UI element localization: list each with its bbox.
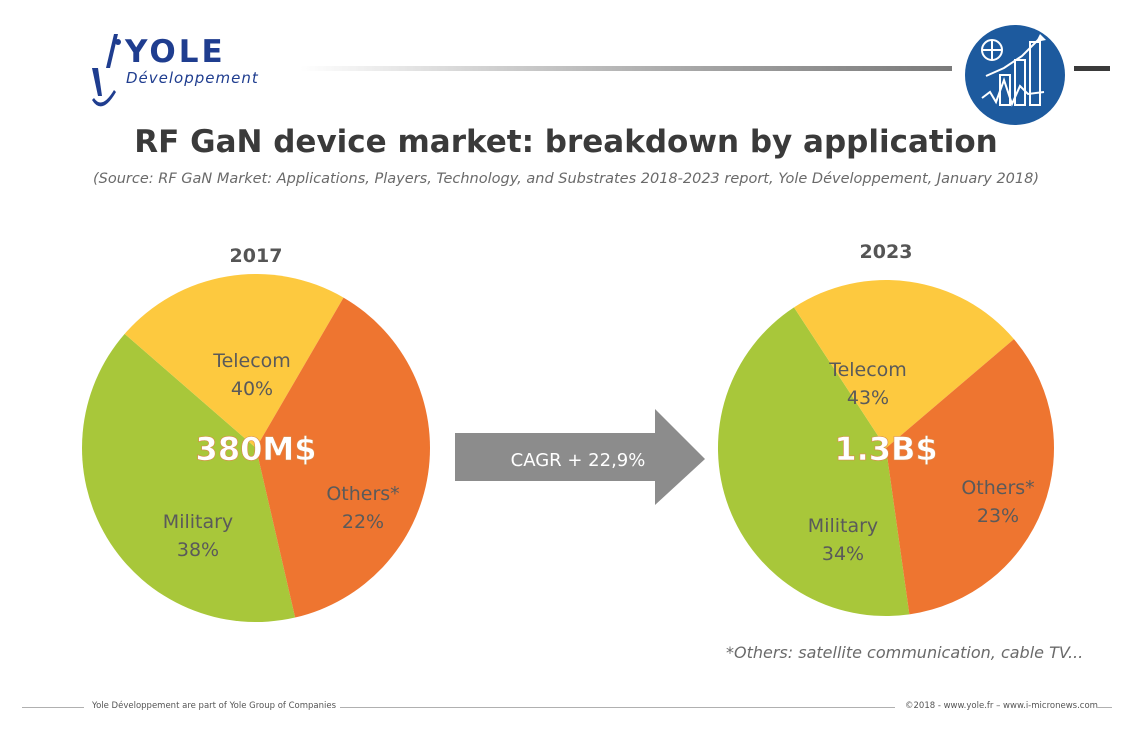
pie-total-label: 380M$ [196, 430, 317, 468]
pie-slice-military [886, 339, 1055, 615]
slice-label: Telecom [828, 359, 907, 381]
footer-right-text: ©2018 - www.yole.fr – www.i-micronews.co… [905, 701, 1098, 711]
cagr-label: CAGR + 22,9% [511, 450, 646, 471]
footer-rule-middle [340, 707, 895, 708]
pie-year-title: 2023 [860, 241, 913, 263]
logo-text: YOLE [125, 34, 226, 70]
slice-label: Military [163, 511, 233, 533]
pie-slice-others [794, 279, 1014, 448]
slice-value-label: 40% [231, 378, 273, 400]
slice-value-label: 34% [822, 543, 864, 565]
pie-year-title: 2017 [230, 245, 283, 267]
footer-rule-right [1096, 707, 1112, 708]
pie-slice-others [124, 274, 344, 448]
slice-value-label: 22% [342, 511, 384, 533]
logo-subtext: Développement [126, 69, 259, 87]
slice-label: Telecom [212, 350, 291, 372]
source-note: (Source: RF GaN Market: Applications, Pl… [93, 171, 1039, 187]
header-rule-end [1074, 66, 1110, 71]
slice-value-label: 23% [977, 505, 1019, 527]
slice-label: Others* [961, 477, 1034, 499]
slice-label: Others* [326, 483, 399, 505]
slice-value-label: 43% [847, 387, 889, 409]
slice-value-label: 38% [177, 539, 219, 561]
yole-logo: YOLE Développement [88, 26, 278, 110]
slice-label: Military [808, 515, 878, 537]
page-title: RF GaN device market: breakdown by appli… [134, 124, 998, 160]
pie-slice-telecom [717, 307, 910, 617]
market-analysis-badge-icon [961, 21, 1069, 129]
pie-chart-2023: Telecom 43% Others* 23% Military 34% 1.3B$ [717, 279, 1055, 617]
cagr-arrow: CAGR + 22,9% [455, 409, 705, 505]
pie-total-label: 1.3B$ [834, 430, 937, 468]
pie-chart-2017: Telecom 40% Others* 22% Military 38% 380M$ [82, 274, 430, 622]
cagr-arrow-shape [455, 409, 705, 505]
pie-slice-telecom [82, 333, 296, 622]
yole-logo-mark-icon [92, 34, 121, 107]
footer-left-text: Yole Développement are part of Yole Grou… [92, 701, 337, 711]
others-footnote: *Others: satellite communication, cable … [726, 643, 1084, 662]
footer-rule-left [22, 707, 84, 708]
header-rule [300, 66, 952, 71]
pie-slice-military [256, 297, 430, 618]
